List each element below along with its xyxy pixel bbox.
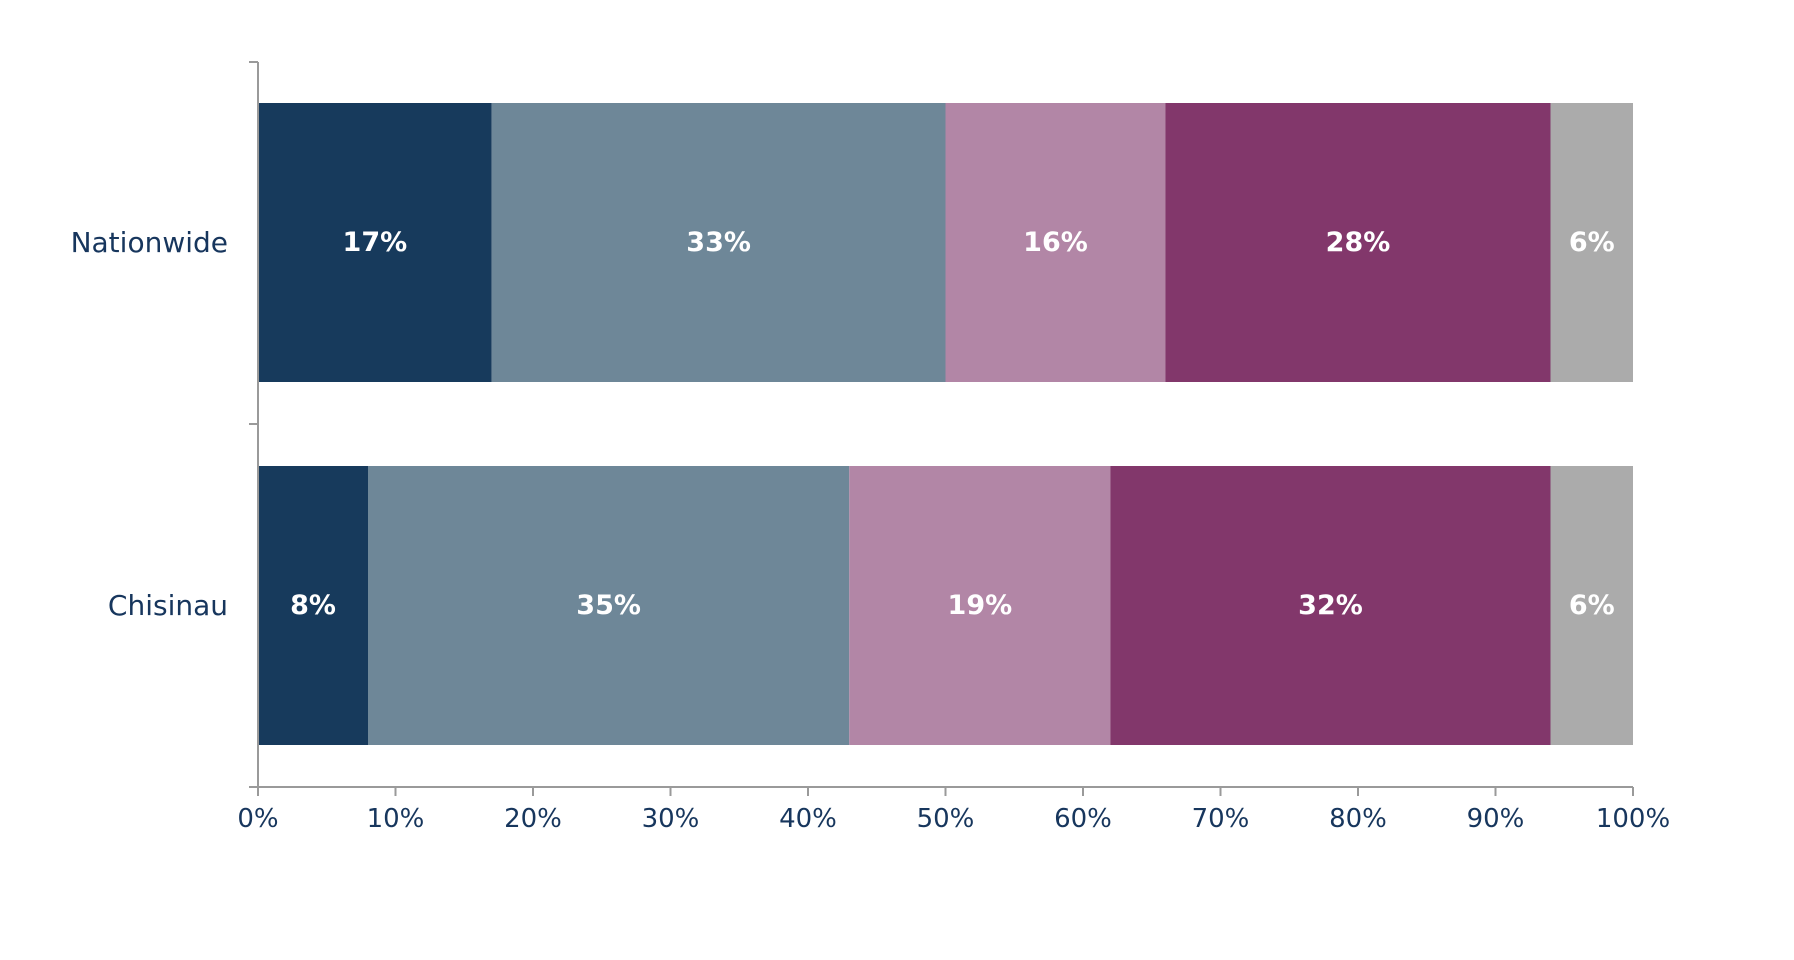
data-label-nationwide-1: 17% xyxy=(343,227,408,258)
x-tick-label: 40% xyxy=(779,804,837,834)
bar-segment-nationwide-2 xyxy=(491,103,946,382)
data-label-nationwide-4: 28% xyxy=(1326,227,1391,258)
bar-segment-nationwide-3 xyxy=(945,103,1166,382)
data-label-chisinau-3: 19% xyxy=(948,590,1013,621)
data-label-chisinau-1: 8% xyxy=(290,590,336,621)
x-tick-label: 90% xyxy=(1467,804,1525,834)
x-tick-label: 60% xyxy=(1054,804,1112,834)
x-tick-label: 80% xyxy=(1329,804,1387,834)
category-labels-group: Nationwide Chisinau xyxy=(71,226,228,622)
data-label-nationwide-5: 6% xyxy=(1569,227,1615,258)
data-label-chisinau-5: 6% xyxy=(1569,590,1615,621)
x-tick-label: 10% xyxy=(367,804,425,834)
bar-segment-chisinau-4 xyxy=(1110,466,1551,745)
x-tick-label: 0% xyxy=(237,804,278,834)
x-tick-label: 20% xyxy=(504,804,562,834)
tick-labels-group: 0% 10% 20% 30% 40% 50% 60% 70% 80% 90% 100% xyxy=(237,804,1670,834)
category-label-chisinau: Chisinau xyxy=(108,589,228,622)
data-label-nationwide-3: 16% xyxy=(1023,227,1088,258)
data-labels-group: 17% 33% 16% 28% 6% 8% 35% 19% 32% 6% xyxy=(290,227,1615,621)
bar-segment-nationwide-5 xyxy=(1550,103,1633,382)
x-tick-label: 70% xyxy=(1192,804,1250,834)
data-label-chisinau-2: 35% xyxy=(576,590,641,621)
bar-segment-chisinau-5 xyxy=(1550,466,1633,745)
bar-segment-chisinau-3 xyxy=(849,466,1111,745)
bar-segment-nationwide-1 xyxy=(258,103,492,382)
data-label-chisinau-4: 32% xyxy=(1298,590,1363,621)
data-label-nationwide-2: 33% xyxy=(686,227,751,258)
category-label-nationwide: Nationwide xyxy=(71,226,228,259)
bar-segment-chisinau-2 xyxy=(368,466,850,745)
axes-group xyxy=(249,61,1634,796)
x-tick-label: 30% xyxy=(642,804,700,834)
x-tick-label: 100% xyxy=(1596,804,1670,834)
bar-segment-nationwide-4 xyxy=(1165,103,1551,382)
x-tick-label: 50% xyxy=(917,804,975,834)
bar-segment-chisinau-1 xyxy=(258,466,368,745)
bars-group xyxy=(258,103,1633,745)
